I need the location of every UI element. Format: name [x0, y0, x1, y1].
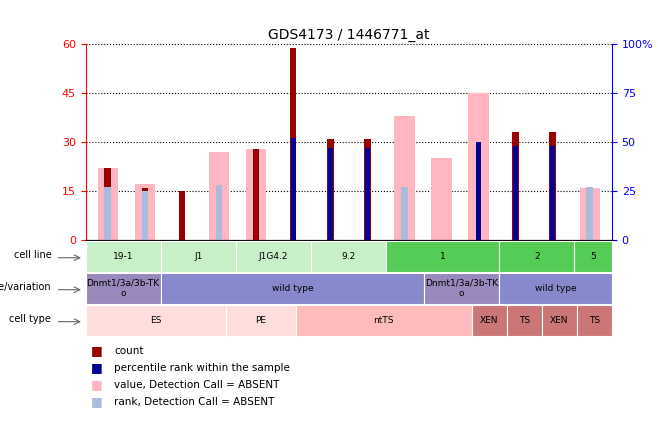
Text: 2: 2: [534, 252, 540, 261]
Bar: [141, 191, 148, 240]
Text: 1: 1: [440, 252, 445, 261]
Bar: [468, 93, 489, 240]
Bar: [246, 149, 266, 240]
Bar: [580, 188, 600, 240]
Bar: [105, 168, 111, 240]
Text: 5: 5: [590, 252, 596, 261]
Text: J1: J1: [194, 252, 203, 261]
Text: value, Detection Call = ABSENT: value, Detection Call = ABSENT: [114, 380, 280, 390]
Bar: [97, 168, 118, 240]
Bar: [86, 273, 161, 304]
Text: cell line: cell line: [14, 250, 51, 260]
Text: ■: ■: [91, 361, 103, 374]
Bar: [296, 305, 472, 336]
Bar: [394, 116, 415, 240]
Text: ES: ES: [150, 316, 161, 325]
Text: 9.2: 9.2: [342, 252, 356, 261]
Bar: [364, 139, 370, 240]
Bar: [86, 305, 226, 336]
Text: PE: PE: [255, 316, 266, 325]
Bar: [253, 149, 259, 240]
Text: cell type: cell type: [9, 313, 51, 324]
Bar: [577, 305, 612, 336]
Bar: [209, 152, 229, 240]
Text: genotype/variation: genotype/variation: [0, 281, 51, 292]
Text: count: count: [114, 346, 144, 356]
Bar: [424, 273, 499, 304]
Text: ■: ■: [91, 378, 103, 391]
Text: 19-1: 19-1: [113, 252, 134, 261]
Bar: [105, 187, 111, 240]
Text: percentile rank within the sample: percentile rank within the sample: [114, 363, 290, 373]
Bar: [141, 188, 148, 240]
Text: TS: TS: [519, 316, 530, 325]
Bar: [328, 148, 332, 240]
Bar: [178, 191, 186, 240]
Text: wild type: wild type: [535, 284, 576, 293]
Bar: [512, 132, 519, 240]
Bar: [513, 146, 518, 240]
Text: XEN: XEN: [550, 316, 569, 325]
Bar: [290, 48, 297, 240]
Bar: [431, 159, 451, 240]
Bar: [499, 241, 574, 272]
Text: Dnmt1/3a/3b-TK
o: Dnmt1/3a/3b-TK o: [425, 278, 498, 298]
Text: ntTS: ntTS: [374, 316, 394, 325]
Bar: [161, 241, 236, 272]
Bar: [216, 185, 222, 240]
Bar: [549, 132, 556, 240]
Bar: [476, 142, 481, 240]
Bar: [386, 241, 499, 272]
Text: TS: TS: [589, 316, 600, 325]
Text: wild type: wild type: [272, 284, 313, 293]
Bar: [550, 146, 555, 240]
Bar: [365, 148, 370, 240]
Text: J1G4.2: J1G4.2: [259, 252, 288, 261]
Bar: [542, 305, 577, 336]
Text: rank, Detection Call = ABSENT: rank, Detection Call = ABSENT: [114, 397, 275, 407]
Text: ■: ■: [91, 344, 103, 357]
Bar: [507, 305, 542, 336]
Bar: [311, 241, 386, 272]
Text: XEN: XEN: [480, 316, 498, 325]
Bar: [499, 273, 612, 304]
Bar: [135, 184, 155, 240]
Text: ■: ■: [91, 396, 103, 408]
Title: GDS4173 / 1446771_at: GDS4173 / 1446771_at: [268, 28, 430, 42]
Bar: [161, 273, 424, 304]
Bar: [236, 241, 311, 272]
Bar: [401, 187, 408, 240]
Bar: [574, 241, 612, 272]
Bar: [291, 138, 295, 240]
Bar: [86, 241, 161, 272]
Bar: [226, 305, 296, 336]
Text: Dnmt1/3a/3b-TK
o: Dnmt1/3a/3b-TK o: [87, 278, 160, 298]
Bar: [472, 305, 507, 336]
Bar: [586, 187, 593, 240]
Bar: [327, 139, 334, 240]
